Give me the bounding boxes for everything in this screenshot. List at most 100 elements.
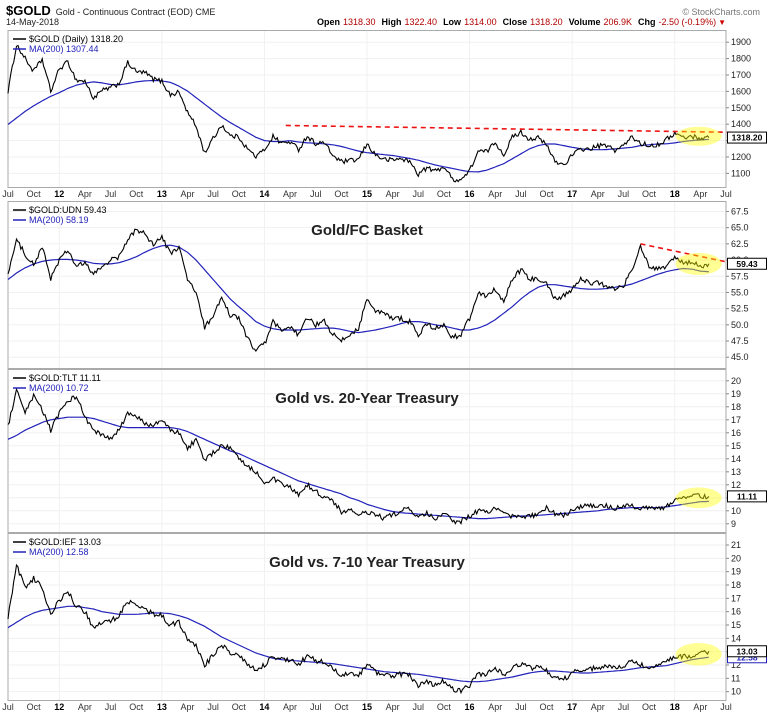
x-axis-month-label: Jul xyxy=(104,702,117,712)
x-axis-month-label: Apr xyxy=(590,702,605,712)
x-axis-month-label: Oct xyxy=(436,189,451,199)
quote-label: Low xyxy=(443,17,462,27)
y-tick-label: 17 xyxy=(731,593,741,603)
x-axis-year-label: 17 xyxy=(567,189,578,199)
x-axis-month-label: Oct xyxy=(26,189,41,199)
last-price-label-box xyxy=(727,490,767,503)
y-tick-label: 20 xyxy=(731,553,741,563)
quote-label: Volume xyxy=(568,17,601,27)
x-axis-month-label: Apr xyxy=(283,189,298,199)
y-tick-label: 20 xyxy=(731,376,741,386)
symbol-description: Gold - Continuous Contract (EOD) CME xyxy=(55,7,216,17)
y-tick-label: 1400 xyxy=(731,119,751,129)
last-price-label-box xyxy=(727,257,767,270)
x-axis-month-label: Apr xyxy=(488,189,503,199)
y-tick-label: 62.5 xyxy=(731,239,749,249)
panel-gold-ief: 212019181716151413121110$GOLD:IEF 13.03M… xyxy=(0,533,768,701)
y-tick-label: 57.5 xyxy=(731,271,749,281)
x-axis-month-label: Jul xyxy=(207,702,219,712)
quote-label: Chg xyxy=(638,17,656,27)
quote-value: -2.50 (-0.19%) xyxy=(658,17,717,27)
x-axis-month-label: Jul xyxy=(617,189,630,199)
y-tick-label: 16 xyxy=(731,428,741,438)
header-line-2: 14-May-2018 Open 1318.30 High 1322.40 Low 131… xyxy=(6,17,764,29)
price-line xyxy=(7,563,710,695)
ma-200-line xyxy=(7,605,709,683)
x-axis-year-label: 12 xyxy=(54,702,65,712)
y-tick-label: 47.5 xyxy=(731,336,749,346)
price-line xyxy=(7,228,710,352)
highlight-ellipse xyxy=(675,643,722,666)
last-price-label: 11.11 xyxy=(737,491,758,501)
x-axis-month-label: Apr xyxy=(385,702,400,712)
x-axis-month-label: Apr xyxy=(77,189,92,199)
y-tick-label: 1600 xyxy=(731,86,751,96)
y-tick-label: 67.5 xyxy=(731,206,749,216)
x-axis-month-label: Jul xyxy=(2,189,14,199)
x-axis-month-label: Jul xyxy=(104,189,117,199)
quote-summary: Open 1318.30 High 1322.40 Low 1314.00 Close 131… xyxy=(311,17,764,27)
panel-background xyxy=(0,533,768,701)
quote-value: 1314.00 xyxy=(464,17,497,27)
y-tick-label: 13 xyxy=(731,467,741,477)
x-axis-month-label: Apr xyxy=(693,702,708,712)
quote-value: 1318.20 xyxy=(530,17,563,27)
legend-label: $GOLD:UDN 59.43 xyxy=(29,205,107,215)
last-price-label: 1318.20 xyxy=(732,133,763,143)
panel-border xyxy=(7,201,727,369)
quote-label: Open xyxy=(316,17,340,27)
y-tick-label: 9 xyxy=(731,519,736,529)
y-tick-label: 14 xyxy=(731,633,741,643)
resistance-trendline xyxy=(640,243,737,265)
last-price-label-box xyxy=(727,645,767,658)
panel-background xyxy=(0,30,768,188)
y-tick-label: 55.0 xyxy=(731,287,749,297)
x-axis-month-label: Oct xyxy=(231,189,246,199)
x-axis-year-label: 15 xyxy=(361,189,372,199)
highlight-ellipse xyxy=(675,487,722,509)
y-tick-label: 1700 xyxy=(731,70,751,80)
legend-label: MA(200) 10.72 xyxy=(29,383,89,393)
x-axis-month-label: Jul xyxy=(515,189,527,199)
y-tick-label: 10 xyxy=(731,687,741,697)
x-axis-month-label: Apr xyxy=(385,189,400,199)
last-price-label: 59.43 xyxy=(736,259,758,269)
x-axis-bottom: Jul Oct 12 Apr Jul Oct 13 Apr Jul Oct 14 Apr Jul Oct 1… xyxy=(0,701,768,714)
legend-label: $GOLD:IEF 13.03 xyxy=(29,537,101,547)
x-axis-month-label: Oct xyxy=(334,189,349,199)
x-axis-top: Jul Oct 12 Apr Jul Oct 13 Apr Jul Oct 14 Apr Jul Oct 1… xyxy=(0,188,768,201)
x-axis-month-label: Jul xyxy=(412,189,425,199)
legend-label: MA(200) 58.19 xyxy=(29,215,89,225)
last-price-label: 13.03 xyxy=(736,646,758,656)
header-line-1: $GOLD Gold - Continuous Contract (EOD) C… xyxy=(6,3,764,18)
y-tick-label: 18 xyxy=(731,402,741,412)
y-tick-label: 10 xyxy=(731,506,741,516)
quote-label: Close xyxy=(502,17,528,27)
x-axis-month-label: Oct xyxy=(642,702,657,712)
y-tick-label: 50.0 xyxy=(731,320,749,330)
panel-background xyxy=(0,369,768,533)
x-axis-year-label: 13 xyxy=(156,189,167,199)
x-axis-month-label: Jul xyxy=(617,702,630,712)
y-tick-label: 15 xyxy=(731,620,741,630)
panel-border xyxy=(7,369,727,533)
x-axis-month-label: Jul xyxy=(207,189,219,199)
panel-title: Gold vs. 7-10 Year Treasury xyxy=(269,554,465,571)
x-axis-month-label: Apr xyxy=(180,702,195,712)
y-tick-label: 52.5 xyxy=(731,304,749,314)
x-axis-year-label: 12 xyxy=(54,189,65,199)
copyright: © StockCharts.com xyxy=(682,7,760,17)
highlight-ellipse xyxy=(675,252,722,275)
x-axis-month-label: Jul xyxy=(309,702,322,712)
x-axis-month-label: Apr xyxy=(488,702,503,712)
y-tick-label: 19 xyxy=(731,389,741,399)
quote-value: 1318.30 xyxy=(342,17,376,27)
symbol: $GOLD xyxy=(6,3,51,18)
y-tick-label: 18 xyxy=(731,580,741,590)
y-tick-label: 1500 xyxy=(731,103,751,113)
x-axis-month-label: Jul xyxy=(515,702,527,712)
y-tick-label: 16 xyxy=(731,607,741,617)
x-axis-month-label: Apr xyxy=(180,189,195,199)
y-tick-label: 12 xyxy=(731,480,741,490)
chart-date: 14-May-2018 xyxy=(6,17,60,27)
